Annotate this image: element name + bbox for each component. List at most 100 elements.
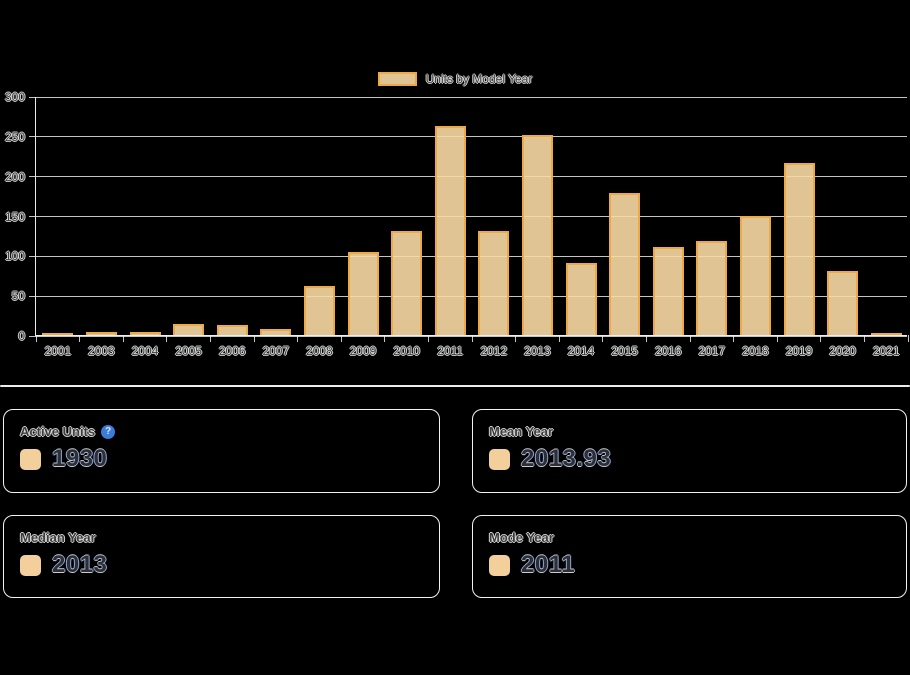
gridline-100 [36,255,907,257]
x-axis-tick [515,335,517,342]
stat-card-label: Median Year [20,530,423,545]
stat-card-label-text: Mode Year [489,530,554,545]
stat-card-label-text: Active Units [20,424,96,439]
x-axis-tick [776,335,778,342]
stat-card-value-row: 2011 [489,552,890,578]
x-axis-tick [820,335,822,342]
bar-2011 [434,126,466,335]
x-tick-label: 2018 [742,344,769,358]
x-axis-tick [209,335,211,342]
y-axis-tick [29,176,36,178]
stat-card-label: Active Units ? [20,424,423,439]
stat-card-value-row: 2013.93 [489,446,890,472]
legend-swatch [377,72,417,86]
x-axis-tick [79,335,81,342]
stat-card-mean-year: Mean Year 2013.93 [472,409,907,493]
stat-swatch-icon [20,448,41,470]
x-tick-label: 2013 [524,344,551,358]
y-axis-tick [29,295,36,297]
y-tick-label: 150 [4,209,25,224]
stat-card-label: Mean Year [489,424,890,439]
x-axis-tick [297,335,299,342]
gridline-250 [36,136,907,138]
chart-plot-area: 0 50 100 150 200 250 300 2001 2003 2004 2005 2006 20… [5,90,909,358]
x-tick-label: 2004 [131,344,159,358]
x-tick-label: 2003 [88,344,115,358]
bar-2019 [783,162,815,335]
x-tick-label: 2008 [306,344,333,358]
bar-2008 [303,285,335,335]
bar-2021 [870,332,902,335]
gridline-300 [36,96,907,98]
bar-2010 [391,230,423,335]
chart-legend-item[interactable]: Units by Model Year [0,71,910,87]
bar-2018 [739,215,771,335]
x-axis-tick [166,335,168,342]
legend-label: Units by Model Year [425,72,533,86]
y-axis-tick [29,255,36,257]
bar-2014 [565,263,597,335]
x-axis-tick [602,335,604,342]
x-tick-label: 2017 [698,344,726,358]
bar-2003 [85,331,117,335]
x-axis-tick [471,335,473,342]
x-tick-label: 2012 [480,344,508,358]
x-axis-tick [122,335,124,342]
gridline-200 [36,176,907,178]
x-axis-tick [253,335,255,342]
bar-2006 [216,324,248,335]
x-axis-tick [384,335,386,342]
x-tick-label: 2015 [611,344,638,358]
stat-card-label-text: Median Year [20,530,96,545]
stat-card-value-row: 2013 [20,552,423,578]
stat-swatch-icon [20,554,41,576]
bar-2009 [347,252,379,335]
stat-card-active-units: Active Units ? 1930 [3,409,440,493]
stat-card-value: 2013.93 [521,445,612,472]
stat-card-median-year: Median Year 2013 [3,515,440,598]
section-divider [0,385,910,387]
stat-card-label: Mode Year [489,530,890,545]
x-tick-label: 2011 [437,344,464,358]
x-axis-tick [645,335,647,342]
x-tick-label: 2001 [44,344,72,358]
stat-card-value: 1930 [52,445,108,472]
bar-2007 [260,328,292,335]
x-axis-tick [35,335,37,342]
y-axis-tick [29,335,36,337]
stat-card-value: 2011 [521,551,576,578]
x-tick-label: 2007 [262,344,290,358]
y-tick-label: 0 [18,329,25,343]
x-tick-label: 2014 [567,344,595,358]
bar-2001 [42,333,74,335]
help-icon[interactable]: ? [101,424,116,439]
bar-2017 [696,241,728,335]
bar-2020 [827,271,859,335]
bar-2016 [652,246,684,335]
x-axis-tick [907,335,909,342]
bar-2013 [521,135,553,335]
y-axis-tick [29,216,36,217]
x-axis-tick [427,335,429,342]
stat-card-value: 2013 [52,551,108,578]
x-tick-label: 2016 [654,344,682,358]
y-axis-tick [29,136,36,138]
y-axis-tick [29,96,36,98]
x-tick-label: 2021 [872,344,900,358]
bar-2015 [609,193,641,335]
y-tick-label: 100 [4,249,25,264]
x-tick-label: 2006 [218,344,246,358]
stat-card-mode-year: Mode Year 2011 [472,515,907,598]
y-tick-label: 50 [11,289,25,304]
stat-swatch-icon [489,554,510,576]
y-tick-label: 250 [4,129,25,144]
x-axis-tick [558,335,560,342]
x-axis-tick [733,335,735,342]
gridline-50 [36,295,907,297]
x-tick-label: 2020 [829,344,856,358]
stat-swatch-icon [489,448,510,470]
x-tick-label: 2009 [349,344,377,358]
y-tick-label: 300 [4,90,25,104]
x-tick-label: 2005 [175,344,202,358]
bar-2012 [478,231,510,335]
